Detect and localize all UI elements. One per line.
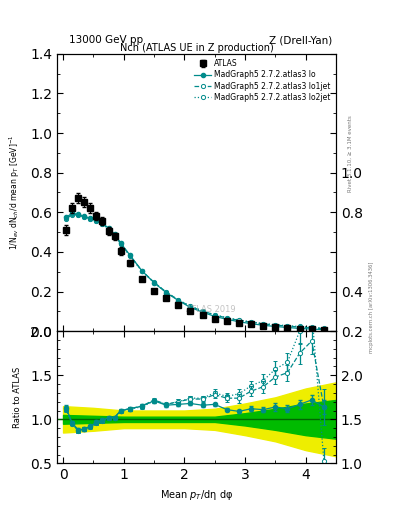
- MadGraph5 2.7.2.atlas3 lo2jet: [309, 324, 314, 330]
- MadGraph5 2.7.2.atlas3 lo2jet: [164, 289, 169, 295]
- MadGraph5 2.7.2.atlas3 lo1jet: [106, 225, 111, 231]
- MadGraph5 2.7.2.atlas3 lo1jet: [94, 218, 99, 224]
- MadGraph5 2.7.2.atlas3 lo: [309, 326, 314, 332]
- MadGraph5 2.7.2.atlas3 lo1jet: [273, 322, 278, 328]
- Line: MadGraph5 2.7.2.atlas3 lo2jet: MadGraph5 2.7.2.atlas3 lo2jet: [64, 212, 326, 330]
- MadGraph5 2.7.2.atlas3 lo: [285, 325, 290, 331]
- MadGraph5 2.7.2.atlas3 lo: [297, 326, 302, 332]
- MadGraph5 2.7.2.atlas3 lo2jet: [297, 324, 302, 330]
- MadGraph5 2.7.2.atlas3 lo: [76, 211, 81, 218]
- MadGraph5 2.7.2.atlas3 lo2jet: [188, 303, 193, 309]
- MadGraph5 2.7.2.atlas3 lo2jet: [127, 252, 132, 259]
- MadGraph5 2.7.2.atlas3 lo2jet: [152, 280, 156, 286]
- MadGraph5 2.7.2.atlas3 lo: [188, 304, 193, 310]
- MadGraph5 2.7.2.atlas3 lo2jet: [176, 297, 181, 303]
- MadGraph5 2.7.2.atlas3 lo: [212, 313, 217, 319]
- MadGraph5 2.7.2.atlas3 lo1jet: [100, 221, 105, 227]
- MadGraph5 2.7.2.atlas3 lo: [200, 309, 205, 315]
- MadGraph5 2.7.2.atlas3 lo2jet: [321, 325, 326, 331]
- MadGraph5 2.7.2.atlas3 lo: [273, 324, 278, 330]
- MadGraph5 2.7.2.atlas3 lo1jet: [249, 319, 253, 326]
- MadGraph5 2.7.2.atlas3 lo1jet: [200, 308, 205, 314]
- Legend: ATLAS, MadGraph5 2.7.2.atlas3 lo, MadGraph5 2.7.2.atlas3 lo1jet, MadGraph5 2.7.2: ATLAS, MadGraph5 2.7.2.atlas3 lo, MadGra…: [193, 57, 332, 103]
- MadGraph5 2.7.2.atlas3 lo: [152, 280, 156, 286]
- MadGraph5 2.7.2.atlas3 lo: [100, 220, 105, 226]
- MadGraph5 2.7.2.atlas3 lo2jet: [249, 319, 253, 325]
- MadGraph5 2.7.2.atlas3 lo1jet: [164, 289, 169, 295]
- MadGraph5 2.7.2.atlas3 lo1jet: [237, 317, 241, 324]
- MadGraph5 2.7.2.atlas3 lo1jet: [70, 211, 75, 218]
- MadGraph5 2.7.2.atlas3 lo1jet: [321, 326, 326, 332]
- MadGraph5 2.7.2.atlas3 lo2jet: [76, 212, 81, 218]
- Line: MadGraph5 2.7.2.atlas3 lo1jet: MadGraph5 2.7.2.atlas3 lo1jet: [64, 212, 326, 331]
- MadGraph5 2.7.2.atlas3 lo: [64, 214, 68, 220]
- MadGraph5 2.7.2.atlas3 lo1jet: [127, 252, 132, 259]
- MadGraph5 2.7.2.atlas3 lo1jet: [64, 215, 68, 221]
- MadGraph5 2.7.2.atlas3 lo: [249, 321, 253, 327]
- Text: ATLAS 2019: ATLAS 2019: [185, 305, 235, 314]
- MadGraph5 2.7.2.atlas3 lo1jet: [297, 324, 302, 330]
- MadGraph5 2.7.2.atlas3 lo2jet: [100, 221, 105, 227]
- MadGraph5 2.7.2.atlas3 lo1jet: [309, 325, 314, 331]
- X-axis label: Mean $p_T$/dη dφ: Mean $p_T$/dη dφ: [160, 488, 233, 502]
- MadGraph5 2.7.2.atlas3 lo: [127, 252, 132, 258]
- MadGraph5 2.7.2.atlas3 lo1jet: [76, 211, 81, 218]
- MadGraph5 2.7.2.atlas3 lo2jet: [82, 214, 86, 220]
- MadGraph5 2.7.2.atlas3 lo1jet: [152, 279, 156, 285]
- MadGraph5 2.7.2.atlas3 lo1jet: [224, 315, 229, 321]
- MadGraph5 2.7.2.atlas3 lo2jet: [70, 211, 75, 218]
- MadGraph5 2.7.2.atlas3 lo2jet: [88, 216, 93, 222]
- Y-axis label: 1/N$_{ev}$ dN$_{ch}$/d mean p$_T$ [GeV]$^{-1}$: 1/N$_{ev}$ dN$_{ch}$/d mean p$_T$ [GeV]$…: [8, 135, 22, 250]
- MadGraph5 2.7.2.atlas3 lo2jet: [94, 218, 99, 224]
- Text: mcplots.cern.ch [arXiv:1306.3436]: mcplots.cern.ch [arXiv:1306.3436]: [369, 262, 374, 353]
- MadGraph5 2.7.2.atlas3 lo: [112, 231, 117, 237]
- MadGraph5 2.7.2.atlas3 lo: [224, 316, 229, 323]
- MadGraph5 2.7.2.atlas3 lo2jet: [140, 268, 144, 274]
- MadGraph5 2.7.2.atlas3 lo2jet: [212, 312, 217, 318]
- MadGraph5 2.7.2.atlas3 lo1jet: [82, 214, 86, 220]
- MadGraph5 2.7.2.atlas3 lo2jet: [224, 315, 229, 321]
- Line: MadGraph5 2.7.2.atlas3 lo: MadGraph5 2.7.2.atlas3 lo: [64, 211, 326, 332]
- Text: Rivet 3.1.10, ≥ 3.1M events: Rivet 3.1.10, ≥ 3.1M events: [347, 115, 352, 192]
- Text: Z (Drell-Yan): Z (Drell-Yan): [269, 35, 332, 45]
- MadGraph5 2.7.2.atlas3 lo2jet: [112, 231, 117, 238]
- MadGraph5 2.7.2.atlas3 lo2jet: [200, 308, 205, 314]
- MadGraph5 2.7.2.atlas3 lo: [164, 289, 169, 295]
- Title: Nch (ATLAS UE in Z production): Nch (ATLAS UE in Z production): [119, 43, 274, 53]
- MadGraph5 2.7.2.atlas3 lo1jet: [176, 297, 181, 303]
- MadGraph5 2.7.2.atlas3 lo2jet: [285, 323, 290, 329]
- MadGraph5 2.7.2.atlas3 lo: [321, 327, 326, 333]
- MadGraph5 2.7.2.atlas3 lo1jet: [212, 312, 217, 318]
- MadGraph5 2.7.2.atlas3 lo1jet: [140, 268, 144, 274]
- MadGraph5 2.7.2.atlas3 lo2jet: [64, 216, 68, 222]
- Y-axis label: Ratio to ATLAS: Ratio to ATLAS: [13, 367, 22, 428]
- MadGraph5 2.7.2.atlas3 lo: [70, 210, 75, 217]
- MadGraph5 2.7.2.atlas3 lo: [237, 318, 241, 325]
- MadGraph5 2.7.2.atlas3 lo1jet: [112, 231, 117, 238]
- Text: 13000 GeV pp: 13000 GeV pp: [69, 35, 143, 45]
- MadGraph5 2.7.2.atlas3 lo: [140, 268, 144, 274]
- MadGraph5 2.7.2.atlas3 lo1jet: [285, 323, 290, 329]
- MadGraph5 2.7.2.atlas3 lo: [88, 215, 93, 221]
- MadGraph5 2.7.2.atlas3 lo1jet: [261, 321, 266, 327]
- MadGraph5 2.7.2.atlas3 lo: [94, 217, 99, 223]
- MadGraph5 2.7.2.atlas3 lo: [118, 240, 123, 246]
- MadGraph5 2.7.2.atlas3 lo: [176, 297, 181, 304]
- MadGraph5 2.7.2.atlas3 lo2jet: [273, 322, 278, 328]
- MadGraph5 2.7.2.atlas3 lo1jet: [118, 240, 123, 246]
- MadGraph5 2.7.2.atlas3 lo2jet: [106, 226, 111, 232]
- MadGraph5 2.7.2.atlas3 lo1jet: [88, 216, 93, 222]
- MadGraph5 2.7.2.atlas3 lo1jet: [188, 304, 193, 310]
- MadGraph5 2.7.2.atlas3 lo2jet: [237, 317, 241, 323]
- MadGraph5 2.7.2.atlas3 lo2jet: [118, 241, 123, 247]
- MadGraph5 2.7.2.atlas3 lo: [261, 322, 266, 328]
- MadGraph5 2.7.2.atlas3 lo: [106, 225, 111, 231]
- MadGraph5 2.7.2.atlas3 lo: [82, 213, 86, 219]
- MadGraph5 2.7.2.atlas3 lo2jet: [261, 321, 266, 327]
